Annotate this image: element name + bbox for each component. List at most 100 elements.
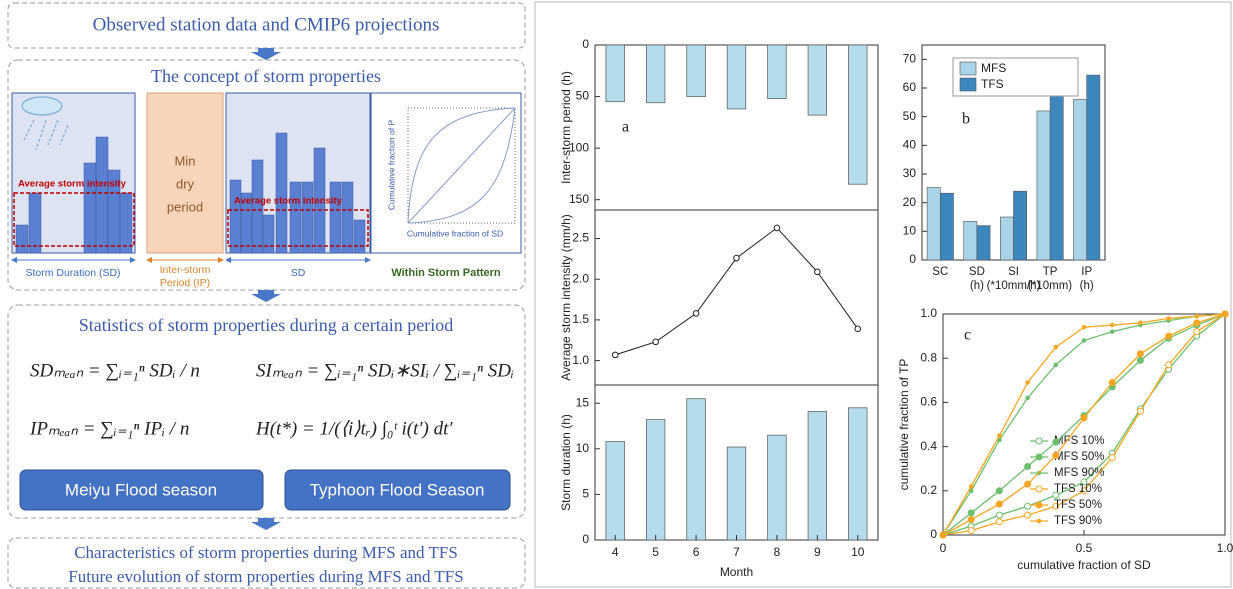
x-axis-label: cumulative fraction of SD bbox=[1017, 558, 1151, 572]
formula: IPₘₑₐₙ = ∑ᵢ₌₁ⁿ IPᵢ / n bbox=[29, 418, 189, 439]
x-tick-label: (h) bbox=[1080, 280, 1094, 292]
page: Observed station data and CMIP6 projecti… bbox=[0, 0, 1233, 589]
step-title: Observed station data and CMIP6 projecti… bbox=[93, 14, 440, 35]
legend-marker bbox=[1036, 454, 1042, 460]
legend-label: TFS 10% bbox=[1054, 483, 1102, 495]
point bbox=[1053, 452, 1059, 458]
y-tick-label: 5 bbox=[582, 487, 589, 501]
bar bbox=[606, 442, 625, 540]
point bbox=[1167, 317, 1171, 321]
y-tick-label: 0 bbox=[909, 252, 916, 266]
point bbox=[1109, 380, 1115, 386]
x-tick-label: IP bbox=[1081, 266, 1092, 278]
outcome: Characteristics of storm properties duri… bbox=[74, 543, 458, 562]
bar bbox=[768, 435, 787, 540]
y-tick-label: 50 bbox=[903, 109, 917, 123]
legend-label: MFS 50% bbox=[1054, 451, 1105, 463]
point bbox=[941, 533, 945, 537]
point bbox=[1194, 320, 1200, 326]
point bbox=[612, 352, 618, 358]
bar bbox=[768, 45, 787, 99]
point bbox=[1109, 455, 1115, 461]
point bbox=[693, 311, 699, 317]
legend-swatch bbox=[960, 78, 976, 91]
point bbox=[1026, 396, 1030, 400]
point bbox=[774, 225, 780, 231]
legend-label: TFS 50% bbox=[1054, 499, 1102, 511]
bar bbox=[808, 411, 827, 540]
statistics-title: Statistics of storm properties during a … bbox=[79, 315, 453, 335]
y-tick-label: 2.0 bbox=[572, 271, 589, 285]
point bbox=[1081, 415, 1087, 421]
point bbox=[734, 255, 740, 261]
flow-arrow bbox=[251, 48, 281, 60]
point bbox=[996, 512, 1002, 518]
y-tick-label: 10 bbox=[576, 441, 590, 455]
x-axis-label: Month bbox=[720, 565, 753, 579]
point bbox=[968, 510, 974, 516]
point bbox=[815, 269, 821, 275]
legend-label: TFS bbox=[981, 77, 1004, 91]
y-tick-label: 15 bbox=[576, 395, 590, 409]
point bbox=[1082, 325, 1086, 329]
y-tick-label: 0.8 bbox=[920, 350, 937, 364]
x-tick-label: 0 bbox=[940, 541, 947, 555]
season-button-label[interactable]: Meiyu Flood season bbox=[65, 480, 217, 499]
bar bbox=[848, 45, 867, 184]
point bbox=[1054, 363, 1058, 367]
point bbox=[1137, 408, 1143, 414]
bar bbox=[977, 226, 990, 260]
bar bbox=[1087, 75, 1100, 260]
panel-label: b bbox=[962, 111, 970, 128]
bar bbox=[687, 45, 706, 97]
pattern-label: Within Storm Pattern bbox=[391, 267, 501, 279]
point bbox=[1026, 381, 1030, 385]
bar bbox=[1000, 217, 1013, 260]
legend-swatch bbox=[960, 62, 976, 75]
y-axis-label: cumulative fraction of TP bbox=[897, 359, 911, 491]
x-tick-label: 0.5 bbox=[1076, 541, 1093, 555]
point bbox=[1195, 314, 1199, 318]
avg-label: Average storm intensity bbox=[234, 196, 343, 207]
point bbox=[996, 488, 1002, 494]
formula: SDₘₑₐₙ = ∑ᵢ₌₁ⁿ SDᵢ / n bbox=[30, 360, 200, 381]
bar bbox=[808, 45, 827, 115]
point bbox=[855, 326, 861, 332]
min-dry: dry bbox=[176, 176, 195, 191]
y-tick-label: 50 bbox=[576, 89, 590, 103]
bar bbox=[964, 221, 977, 260]
y-tick-label: 20 bbox=[903, 195, 917, 209]
point bbox=[653, 339, 659, 345]
line bbox=[615, 228, 858, 355]
cdf-x-label: Cumulative fraction of SD bbox=[407, 228, 503, 238]
x-tick-label: 10 bbox=[851, 545, 865, 559]
y-tick-label: 0.2 bbox=[920, 483, 937, 497]
y-tick-label: 1.5 bbox=[572, 312, 589, 326]
y-tick-label: 0.4 bbox=[920, 439, 937, 453]
concept-title: The concept of storm properties bbox=[151, 66, 381, 86]
legend-marker bbox=[1036, 438, 1042, 444]
legend-marker bbox=[1037, 519, 1041, 523]
bar bbox=[606, 45, 625, 102]
outcome: Future evolution of storm properties dur… bbox=[68, 567, 463, 586]
min-dry: Min bbox=[175, 153, 196, 168]
sd-label: Storm Duration (SD) bbox=[25, 267, 120, 279]
panel-label: c bbox=[964, 327, 971, 344]
y-axis-label: Inter-storm period (h) bbox=[559, 71, 573, 184]
y-tick-label: 0 bbox=[582, 37, 589, 51]
bar bbox=[1074, 99, 1087, 260]
x-tick-label: 5 bbox=[652, 545, 659, 559]
point bbox=[1025, 463, 1031, 469]
panel-label: a bbox=[622, 119, 629, 136]
y-axis-label: Average storm intensity (mm/h) bbox=[559, 214, 573, 381]
x-tick-label: SC bbox=[932, 266, 948, 278]
season-button-label[interactable]: Typhoon Flood Season bbox=[310, 480, 485, 499]
bar bbox=[927, 187, 940, 260]
x-tick-label: SD bbox=[969, 266, 985, 278]
point bbox=[1137, 357, 1143, 363]
y-tick-label: 0 bbox=[930, 527, 937, 541]
x-tick-label: (*10mm) bbox=[1028, 280, 1072, 292]
x-tick-label: 6 bbox=[693, 545, 700, 559]
flow-arrow bbox=[251, 290, 281, 302]
point bbox=[1025, 512, 1031, 518]
